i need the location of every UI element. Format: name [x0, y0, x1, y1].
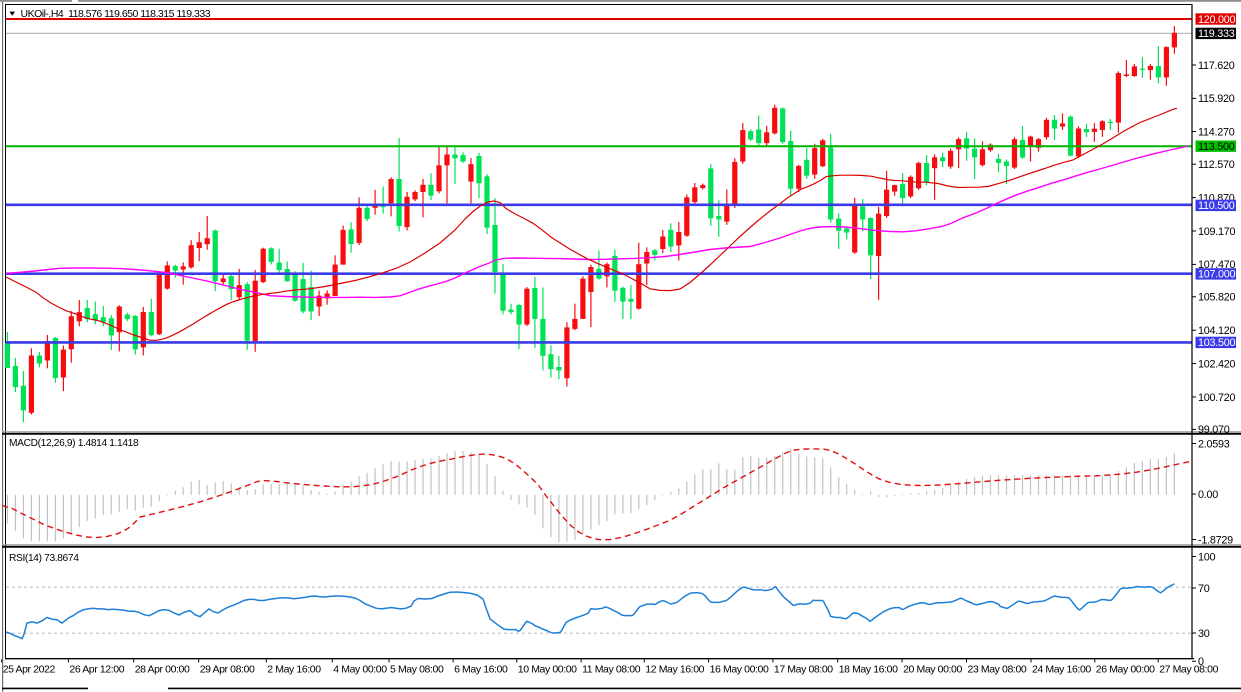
svg-text:23 May 08:00: 23 May 08:00 [968, 664, 1027, 676]
svg-text:99.070: 99.070 [1198, 424, 1230, 436]
svg-text:110.500: 110.500 [1198, 200, 1235, 212]
svg-text:120.000: 120.000 [1198, 14, 1236, 26]
svg-text:100.720: 100.720 [1198, 392, 1236, 404]
svg-text:MACD(12,26,9) 1.4814 1.1418: MACD(12,26,9) 1.4814 1.1418 [9, 438, 139, 449]
svg-text:26 Apr 12:00: 26 Apr 12:00 [69, 664, 124, 676]
svg-text:107.000: 107.000 [1198, 269, 1236, 281]
svg-text:18 May 16:00: 18 May 16:00 [839, 664, 898, 676]
svg-text:4 May 00:00: 4 May 00:00 [333, 664, 387, 676]
svg-text:113.500: 113.500 [1198, 141, 1235, 153]
svg-text:27 May 08:00: 27 May 08:00 [1159, 664, 1218, 676]
svg-text:5 May 08:00: 5 May 08:00 [390, 664, 444, 676]
svg-text:119.333: 119.333 [1198, 28, 1235, 40]
svg-text:-1.8729: -1.8729 [1198, 534, 1233, 546]
svg-text:112.570: 112.570 [1198, 159, 1235, 171]
svg-text:25 Apr 2022: 25 Apr 2022 [3, 664, 56, 676]
svg-text:100: 100 [1198, 551, 1216, 563]
svg-text:117.620: 117.620 [1198, 60, 1235, 72]
svg-text:2.0593: 2.0593 [1198, 438, 1230, 450]
svg-text:109.170: 109.170 [1198, 226, 1236, 238]
svg-text:30: 30 [1198, 628, 1210, 640]
svg-text:17 May 08:00: 17 May 08:00 [774, 664, 833, 676]
svg-text:115.920: 115.920 [1198, 93, 1235, 105]
svg-text:16 May 00:00: 16 May 00:00 [710, 664, 769, 676]
svg-text:10 May 00:00: 10 May 00:00 [518, 664, 577, 676]
svg-text:0: 0 [1198, 656, 1204, 668]
svg-text:70: 70 [1198, 583, 1210, 595]
svg-text:103.500: 103.500 [1198, 337, 1236, 349]
svg-text:11 May 08:00: 11 May 08:00 [582, 664, 641, 676]
svg-text:0.00: 0.00 [1198, 489, 1218, 501]
svg-text:102.420: 102.420 [1198, 358, 1236, 370]
svg-text:104.120: 104.120 [1198, 325, 1236, 337]
svg-text:2 May 16:00: 2 May 16:00 [267, 664, 321, 676]
svg-text:6 May 16:00: 6 May 16:00 [454, 664, 508, 676]
svg-text:12 May 16:00: 12 May 16:00 [645, 664, 704, 676]
svg-text:29 Apr 08:00: 29 Apr 08:00 [200, 664, 255, 676]
svg-text:28 Apr 00:00: 28 Apr 00:00 [135, 664, 190, 676]
svg-text:24 May 16:00: 24 May 16:00 [1032, 664, 1091, 676]
svg-text:RSI(14) 73.8674: RSI(14) 73.8674 [9, 553, 79, 564]
svg-text:UKOil-,H4 118.576 119.650 118: UKOil-,H4 118.576 119.650 118.315 119.33… [21, 8, 211, 20]
svg-text:20 May 00:00: 20 May 00:00 [903, 664, 962, 676]
svg-text:26 May 00:00: 26 May 00:00 [1096, 664, 1155, 676]
svg-text:105.820: 105.820 [1198, 292, 1236, 304]
svg-text:114.270: 114.270 [1198, 126, 1235, 138]
